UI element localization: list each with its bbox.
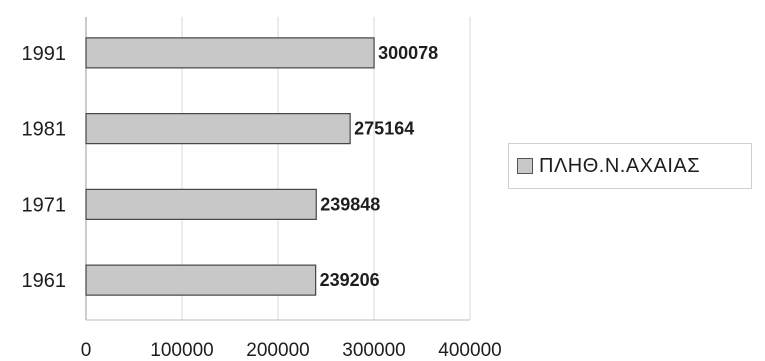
y-tick-label: 1961 [22, 270, 67, 292]
data-label: 300078 [378, 43, 438, 63]
bar [85, 264, 317, 296]
x-tick-label: 400000 [438, 340, 501, 361]
y-tick-label: 1991 [22, 43, 67, 65]
y-tick-label: 1981 [22, 119, 67, 141]
x-tick-label: 300000 [342, 340, 405, 361]
bar [85, 113, 351, 145]
data-label: 239206 [320, 270, 380, 290]
y-tick-label: 1971 [22, 194, 67, 216]
x-tick-label: 0 [81, 340, 92, 361]
x-tick-label: 100000 [150, 340, 213, 361]
x-tick-label: 200000 [246, 340, 309, 361]
bar [85, 37, 375, 69]
legend: ΠΛΗΘ.Ν.ΑΧΑΙΑΣ [508, 143, 752, 189]
data-label: 239848 [320, 194, 380, 214]
data-label: 275164 [354, 119, 414, 139]
legend-label: ΠΛΗΘ.Ν.ΑΧΑΙΑΣ [539, 154, 701, 177]
legend-swatch [517, 158, 533, 174]
bar [85, 188, 317, 220]
